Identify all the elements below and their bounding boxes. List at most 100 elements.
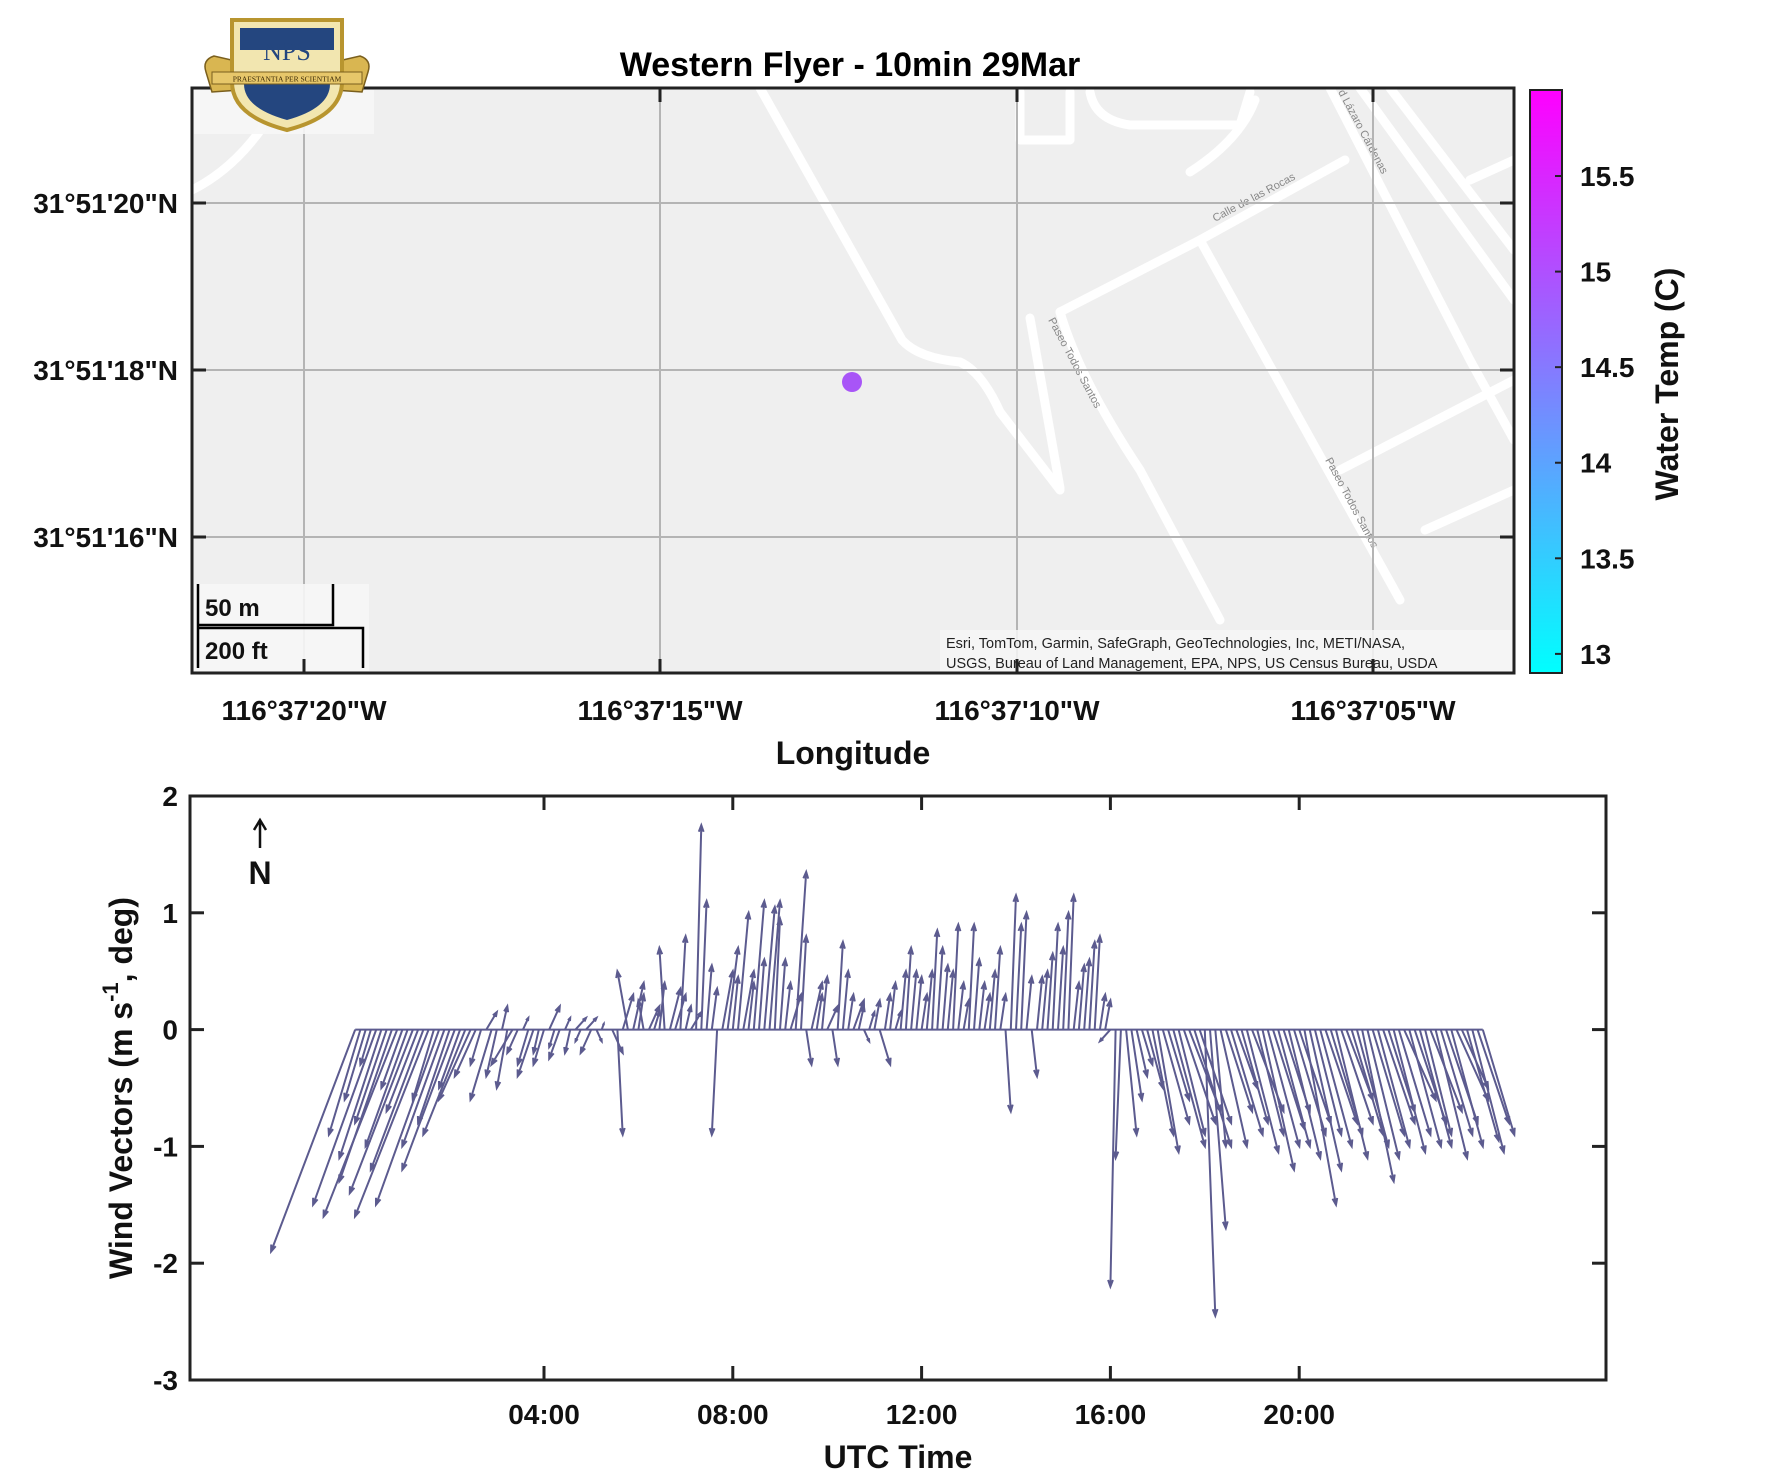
wind-vector [385, 1029, 420, 1115]
wind-x-tick-labels: 04:00 08:00 12:00 16:00 20:00 [508, 1399, 1335, 1430]
map-x-axis-label: Longitude [776, 735, 931, 771]
wind-vector [1077, 962, 1087, 1030]
map-attribution-line2: USGS, Bureau of Land Management, EPA, NP… [946, 656, 1438, 672]
wind-vector [1209, 1029, 1229, 1232]
wind-vector [847, 991, 856, 1030]
wind-vector [1382, 1029, 1416, 1126]
wind-x-axis-label: UTC Time [824, 1439, 973, 1475]
colorbar-tick-label: 14.5 [1580, 352, 1635, 383]
wind-vector [1098, 991, 1108, 1030]
wind-vector [925, 968, 935, 1030]
map-roads [192, 88, 1514, 625]
wind-vector [910, 968, 920, 1030]
wind-vector [800, 933, 810, 1030]
wind-y-tick-label: -2 [153, 1248, 178, 1279]
scale-bar-lines [196, 584, 365, 668]
wind-vector [1025, 974, 1035, 1030]
wind-vector [1130, 1029, 1145, 1103]
wind-y-tick-label: -1 [153, 1131, 178, 1162]
wind-vector [1392, 1029, 1427, 1156]
wind-vector [484, 1029, 498, 1080]
wind-vector [579, 1029, 593, 1056]
wind-vector [422, 1029, 467, 1138]
colorbar-bar [1529, 89, 1563, 674]
wind-vector [1030, 1029, 1040, 1080]
map-attribution-line1: Esri, TomTom, Garmin, SafeGraph, GeoTech… [946, 636, 1405, 652]
wind-vector [758, 956, 768, 1030]
nps-logo: NPS PRAESTANTIA PER SCIENTIAM [194, 18, 374, 134]
wind-y-tick-label: 2 [162, 781, 178, 812]
wind-vector [615, 968, 629, 1030]
wind-vector [1135, 1029, 1149, 1080]
logo-shield-band [240, 28, 334, 50]
wind-x-tick-label: 20:00 [1263, 1399, 1335, 1430]
wind-vector [1107, 1029, 1117, 1290]
wind-vector [501, 1003, 510, 1030]
wind-vector [343, 1029, 367, 1103]
wind-x-tick-label: 04:00 [508, 1399, 580, 1430]
wind-vector [532, 1029, 545, 1068]
wind-vector [1093, 933, 1103, 1030]
road [1055, 307, 1225, 625]
road [1195, 235, 1405, 605]
wind-vector [453, 1029, 477, 1079]
wind-vector [1083, 956, 1093, 1030]
wind-vector [1256, 1029, 1286, 1138]
wind-y-tick-labels: 2 1 0 -1 -2 -3 [153, 781, 178, 1396]
wind-vector [1424, 1029, 1454, 1138]
wind-vector [915, 974, 925, 1030]
wind-vector [679, 933, 689, 1030]
wind-vector [548, 1029, 556, 1050]
road [1355, 88, 1514, 305]
wind-vector [1287, 1029, 1322, 1161]
map-frame [190, 86, 1516, 675]
road [1325, 88, 1514, 445]
wind-vector [1072, 980, 1082, 1030]
wind-vector [312, 1029, 378, 1208]
wind-vector [1230, 1029, 1264, 1138]
wind-vector [380, 1029, 404, 1091]
wind-vector [1366, 1029, 1401, 1161]
wind-vector [1009, 892, 1020, 1030]
wind-x-tick-label: 16:00 [1075, 1399, 1147, 1430]
wind-vector [1334, 1029, 1370, 1161]
north-arrow [252, 817, 268, 848]
attribution-background [940, 630, 1512, 672]
wind-vector [1104, 997, 1113, 1030]
wind-vector [857, 1003, 866, 1030]
wind-vector [401, 1029, 456, 1173]
wind-vector [1450, 1029, 1485, 1150]
map-panel: Calle de las Rocas Paseo Todos Santos Pa… [190, 86, 1516, 675]
wind-vector [1361, 1029, 1396, 1185]
wind-vector [936, 944, 946, 1030]
road [1420, 485, 1514, 535]
longitude-tick-label: 116°37'05"W [1290, 695, 1456, 726]
wind-vector [1219, 1029, 1249, 1150]
wind-vector [831, 1029, 841, 1068]
scale-bar-metric: 50 m [205, 595, 260, 622]
wind-vector [841, 968, 851, 1030]
road [755, 88, 1065, 495]
wind-vector [878, 1029, 892, 1068]
vessel-position-marker [842, 372, 862, 392]
wind-vector [1097, 1028, 1112, 1044]
colorbar-ticks: 15.5 15 14.5 14 13.5 13 [1555, 161, 1635, 670]
map-tick-marks [192, 88, 1514, 673]
wind-x-tick-label: 08:00 [697, 1399, 769, 1430]
wind-y-tick-label: 1 [162, 898, 178, 929]
wind-vector [946, 968, 956, 1030]
wind-vector [1088, 939, 1098, 1030]
colorbar-tick-label: 14 [1580, 448, 1612, 479]
longitude-tick-label: 116°37'10"W [934, 695, 1100, 726]
wind-vector [585, 1015, 599, 1031]
wind-vector [636, 997, 645, 1030]
wind-y-tick-label: 0 [162, 1015, 178, 1046]
wind-vector [973, 956, 983, 1030]
wind-vector [978, 980, 988, 1030]
wind-vector [1004, 1029, 1014, 1115]
wind-vector [1266, 1029, 1301, 1150]
wind-vector [1172, 1029, 1207, 1150]
wind-vector [354, 1029, 388, 1126]
latitude-tick-label: 31°51'18"N [33, 355, 178, 386]
wind-vector [327, 1029, 362, 1138]
